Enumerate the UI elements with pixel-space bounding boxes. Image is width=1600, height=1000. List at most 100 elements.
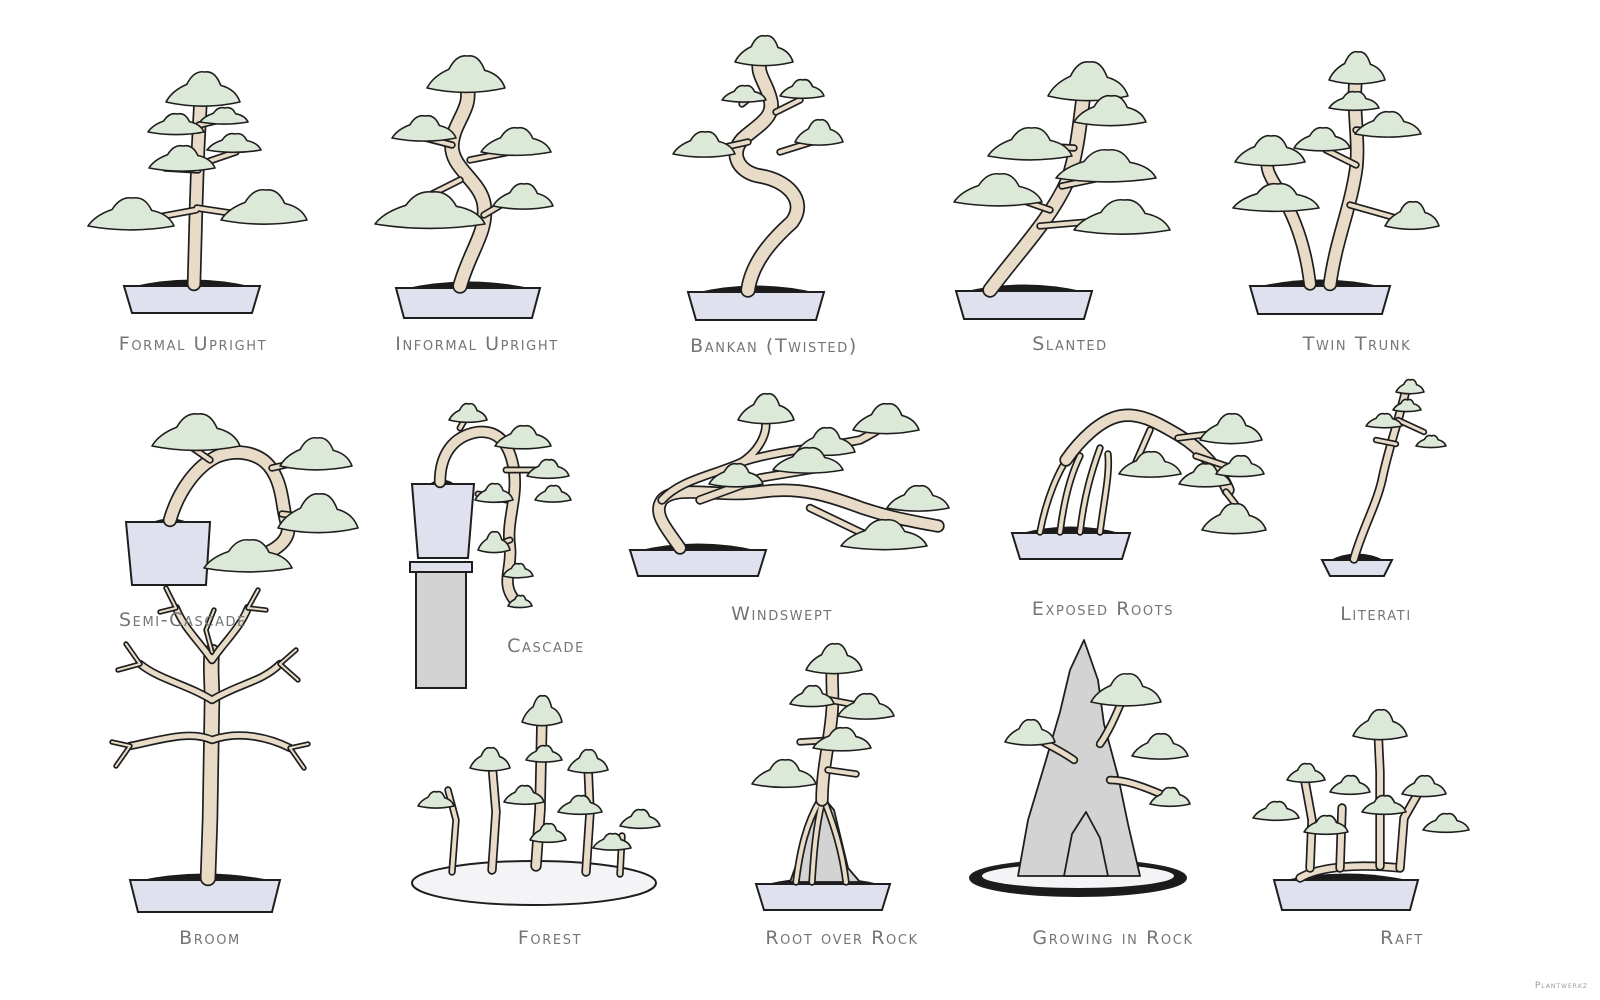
raft-foliage-pad bbox=[1329, 774, 1371, 796]
formal-upright-foliage-pad bbox=[87, 196, 175, 231]
raft-foliage-pad bbox=[1303, 814, 1349, 836]
windswept-foliage-pad bbox=[852, 402, 920, 435]
caption-informal-upright: Informal Upright bbox=[395, 333, 559, 355]
formal-upright-trunk bbox=[188, 86, 207, 290]
raft-foliage-pad bbox=[1352, 708, 1408, 741]
bankan-trunk bbox=[730, 54, 804, 296]
slanted-pot bbox=[954, 290, 1094, 320]
root-over-rock-foliage-pad bbox=[837, 692, 895, 720]
bankan-pot bbox=[686, 291, 826, 321]
formal-upright-foliage-pad bbox=[147, 112, 205, 136]
semi-cascade-pot bbox=[124, 521, 212, 586]
informal-upright-foliage-pad bbox=[426, 54, 506, 94]
growing-in-rock-rock bbox=[1017, 639, 1141, 877]
forest-trunk bbox=[583, 763, 593, 875]
growing-in-rock-foliage-pad bbox=[1131, 732, 1189, 760]
cascade-pot bbox=[410, 483, 476, 559]
exposed-roots-foliage-pad bbox=[1199, 412, 1263, 445]
caption-semi-cascade: Semi-Cascade bbox=[119, 609, 247, 631]
exposed-roots-trunk bbox=[1038, 446, 1111, 534]
literati-pot bbox=[1320, 559, 1394, 577]
broom-trunk bbox=[127, 605, 293, 751]
slanted-foliage-pad bbox=[1055, 148, 1157, 183]
exposed-roots-foliage-pad bbox=[1178, 462, 1232, 488]
raft-foliage-pad bbox=[1422, 812, 1470, 834]
slanted-foliage-pad bbox=[953, 172, 1043, 207]
root-over-rock-foliage-pad bbox=[789, 684, 835, 708]
literati-foliage-pad bbox=[1415, 434, 1447, 449]
root-over-rock-trunk bbox=[794, 798, 848, 884]
formal-upright-foliage-pad bbox=[148, 144, 216, 172]
literati-trunk bbox=[1374, 418, 1426, 446]
twin-trunk-foliage-pad bbox=[1234, 134, 1306, 167]
bankan-foliage-pad bbox=[794, 118, 844, 146]
forest-foliage-pad bbox=[557, 794, 603, 816]
twin-trunk-foliage-pad bbox=[1232, 182, 1320, 213]
cascade-stand-top bbox=[409, 561, 473, 573]
forest-foliage-pad bbox=[525, 744, 563, 763]
twin-trunk-foliage-pad bbox=[1293, 126, 1351, 152]
bankan-foliage-pad bbox=[734, 34, 794, 67]
caption-literati: Literati bbox=[1340, 603, 1412, 625]
raft-foliage-pad bbox=[1361, 794, 1407, 816]
forest-foliage-pad bbox=[469, 746, 511, 772]
literati-foliage-pad bbox=[1395, 378, 1425, 395]
windswept-foliage-pad bbox=[737, 392, 795, 425]
forest-foliage-pad bbox=[529, 822, 567, 844]
windswept-pot bbox=[628, 549, 768, 577]
informal-upright-pot bbox=[394, 287, 542, 319]
root-over-rock-foliage-pad bbox=[812, 726, 872, 752]
windswept-foliage-pad bbox=[886, 484, 950, 512]
growing-in-rock-rock-front bbox=[1063, 811, 1109, 877]
credit-signature: Plantwerkz bbox=[1534, 981, 1588, 991]
cascade-foliage-pad bbox=[474, 482, 514, 504]
informal-upright-foliage-pad bbox=[492, 182, 554, 210]
windswept-trunk bbox=[653, 485, 943, 553]
growing-in-rock-foliage-pad bbox=[1090, 672, 1162, 707]
informal-upright-foliage-pad bbox=[480, 126, 552, 157]
windswept-foliage-pad bbox=[840, 518, 928, 551]
cascade-foliage-pad bbox=[494, 424, 552, 450]
windswept-foliage-pad bbox=[708, 462, 764, 488]
forest-foliage-pad bbox=[503, 784, 545, 806]
exposed-roots-foliage-pad bbox=[1201, 502, 1267, 535]
caption-slanted: Slanted bbox=[1032, 333, 1108, 355]
bankan-foliage-pad bbox=[721, 84, 767, 103]
caption-formal-upright: Formal Upright bbox=[118, 333, 268, 355]
raft-foliage-pad bbox=[1252, 800, 1300, 822]
semi-cascade-foliage-pad bbox=[203, 538, 293, 573]
cascade-foliage-pad bbox=[477, 530, 511, 554]
caption-twin-trunk: Twin Trunk bbox=[1302, 333, 1412, 355]
literati-foliage-pad bbox=[1365, 412, 1403, 429]
slanted-foliage-pad bbox=[987, 126, 1073, 161]
forest-foliage-pad bbox=[567, 748, 609, 774]
broom-trunk bbox=[111, 587, 309, 769]
root-over-rock-foliage-pad bbox=[751, 758, 817, 789]
twin-trunk-foliage-pad bbox=[1384, 200, 1440, 231]
forest-foliage-pad bbox=[521, 694, 563, 727]
slanted-foliage-pad bbox=[1047, 60, 1129, 102]
twin-trunk-foliage-pad bbox=[1354, 110, 1422, 138]
informal-upright-foliage-pad bbox=[374, 190, 486, 230]
raft-trunk bbox=[1301, 727, 1423, 871]
growing-in-rock-foliage-pad bbox=[1004, 718, 1056, 746]
formal-upright-foliage-pad bbox=[165, 70, 241, 107]
twin-trunk-foliage-pad bbox=[1328, 90, 1380, 112]
exposed-roots-trunk bbox=[1134, 428, 1242, 512]
formal-upright-foliage-pad bbox=[199, 106, 249, 125]
windswept-foliage-pad bbox=[772, 446, 844, 474]
semi-cascade-foliage-pad bbox=[277, 492, 359, 534]
raft-foliage-pad bbox=[1286, 762, 1326, 784]
twin-trunk-pot bbox=[1248, 285, 1392, 315]
exposed-roots-pot bbox=[1010, 532, 1132, 560]
root-over-rock-trunk bbox=[817, 659, 839, 805]
bankan-foliage-pad bbox=[779, 78, 825, 100]
caption-root-over-rock: Root over Rock bbox=[765, 927, 919, 949]
growing-in-rock-foliage-pad bbox=[1149, 786, 1191, 808]
caption-windswept: Windswept bbox=[731, 603, 833, 625]
broom-pot bbox=[128, 879, 282, 913]
forest-foliage-pad bbox=[619, 808, 661, 830]
informal-upright-trunk bbox=[446, 78, 491, 292]
caption-growing-in-rock: Growing in Rock bbox=[1032, 927, 1194, 949]
